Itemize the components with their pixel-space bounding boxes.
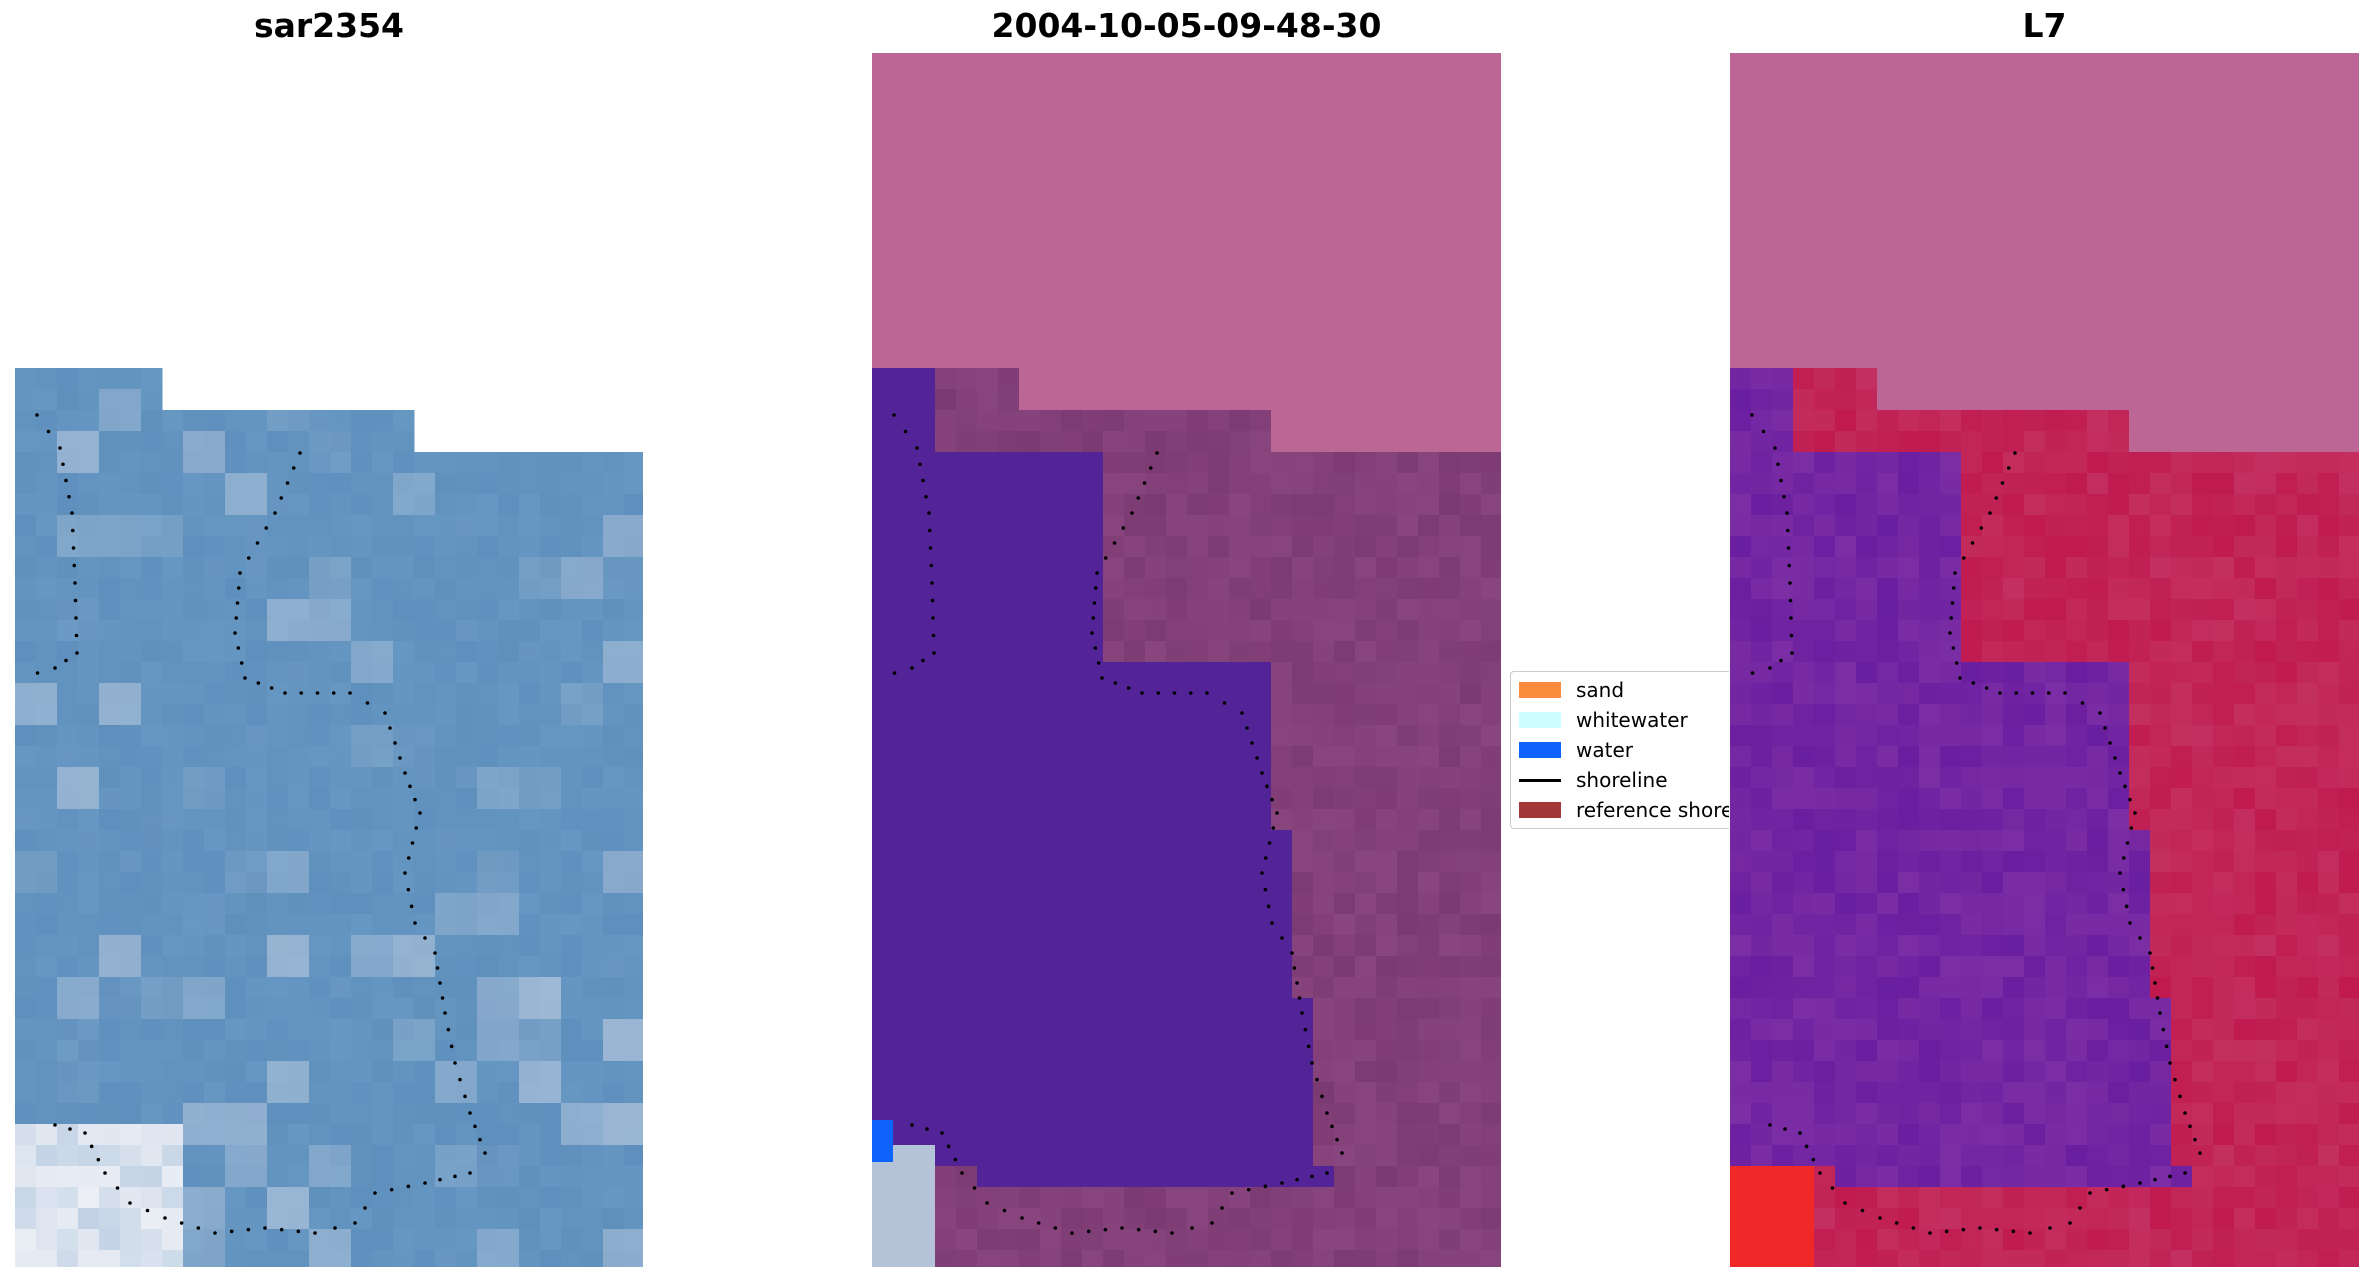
legend-label-sand: sand <box>1576 678 1625 702</box>
legend-item-sand: sand <box>1519 678 1729 702</box>
rgb-shoreline-points <box>35 413 487 1235</box>
classification-shoreline-points <box>892 413 1344 1235</box>
legend-item-shoreline: shoreline <box>1519 768 1729 792</box>
water-class-pixel <box>872 1120 893 1162</box>
legend-label-whitewater: whitewater <box>1576 708 1688 732</box>
panel-title-rgb: sar2354 <box>253 6 405 45</box>
panel-title-classification: 2004-10-05-09-48-30 <box>991 6 1382 45</box>
legend-item-whitewater: whitewater <box>1519 708 1729 732</box>
mndwi-pixel-grid <box>1730 53 2359 1267</box>
classification-pixel-grid <box>872 53 1501 1267</box>
whitewater-swatch-icon <box>1519 712 1561 728</box>
sand-swatch-icon <box>1519 682 1561 698</box>
legend-label-water: water <box>1576 738 1633 762</box>
legend-label-reference-shoreline: reference shoreline <box>1576 798 1729 822</box>
water-swatch-icon <box>1519 742 1561 758</box>
legend-item-reference-shoreline: reference shoreline <box>1519 798 1729 822</box>
legend: sand whitewater water shoreline referenc… <box>1510 671 1729 829</box>
panel-title-mndwi: L7 <box>2022 6 2067 45</box>
legend-label-shoreline: shoreline <box>1576 768 1668 792</box>
rgb-pixel-grid <box>15 368 643 1267</box>
reference-shoreline-swatch-icon <box>1519 802 1561 818</box>
rgb-image-panel <box>15 368 643 1267</box>
shoreline-line-icon <box>1519 778 1561 782</box>
mndwi-image-panel <box>1730 53 2359 1267</box>
legend-item-water: water <box>1519 738 1729 762</box>
classification-image-panel <box>872 53 1501 1267</box>
mndwi-shoreline-points <box>1750 413 2202 1235</box>
